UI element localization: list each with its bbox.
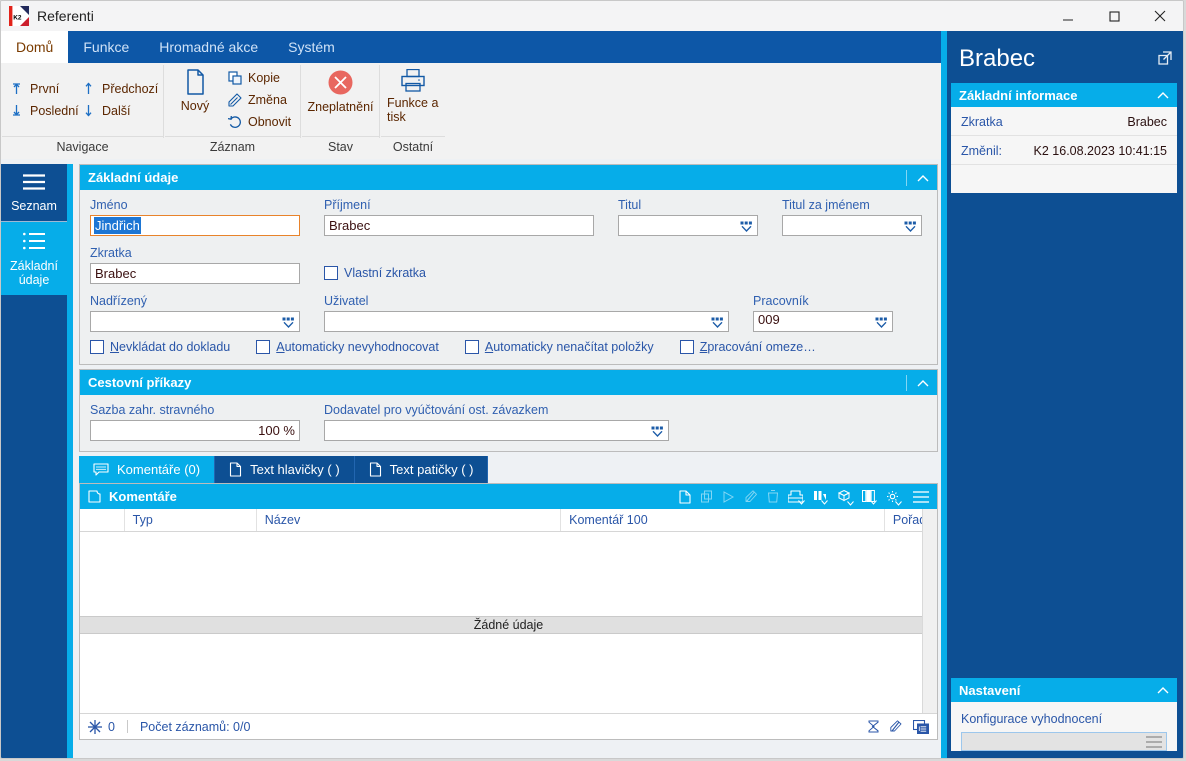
svg-text:K2: K2 bbox=[13, 15, 22, 22]
